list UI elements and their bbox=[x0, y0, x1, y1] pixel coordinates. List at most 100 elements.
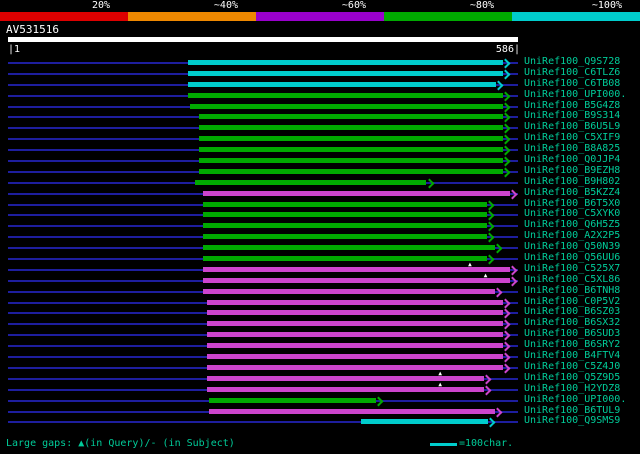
hit-bar[interactable] bbox=[203, 190, 511, 196]
hit-label[interactable]: UniRef100_Q56UU6 bbox=[524, 252, 621, 264]
hit-bar[interactable] bbox=[190, 103, 504, 109]
hit-bar[interactable] bbox=[206, 386, 484, 392]
hit-row: UniRef100_B6SX32 bbox=[0, 317, 640, 330]
scale-segment bbox=[128, 12, 256, 21]
hit-row: UniRef100_A2X2P5 bbox=[0, 230, 640, 243]
hit-row: UniRef100_UPI000. bbox=[0, 393, 640, 407]
footer: Large gaps: ▲(in Query)/- (in Subject) =… bbox=[0, 438, 640, 452]
hit-bar[interactable] bbox=[206, 354, 504, 360]
hit-row: UniRef100_B6SZ03 bbox=[0, 306, 640, 319]
scale-sample-line-icon bbox=[430, 442, 457, 446]
hit-bar[interactable] bbox=[198, 114, 504, 120]
hit-bar[interactable] bbox=[203, 288, 496, 294]
hit-label[interactable]: UniRef100_B6T5X0 bbox=[524, 197, 621, 209]
hit-label[interactable]: UniRef100_Q6H5Z5 bbox=[524, 219, 621, 231]
hit-row: UniRef100_B6TUL9 bbox=[0, 404, 640, 417]
hit-bar[interactable] bbox=[206, 310, 504, 316]
hit-label[interactable]: UniRef100_B6TNH8 bbox=[524, 284, 621, 296]
hit-row: UniRef100_B4FTV4 bbox=[0, 350, 640, 363]
hit-label[interactable]: UniRef100_A2X2P5 bbox=[524, 230, 621, 242]
hit-label[interactable]: UniRef100_B6SX32 bbox=[524, 317, 621, 329]
hit-bar[interactable] bbox=[203, 266, 511, 272]
gap-mark-icon: ▲ bbox=[468, 260, 472, 268]
hit-row: UniRef100_B5G4Z8 bbox=[0, 99, 640, 113]
hit-row: UniRef100_B6SUD3 bbox=[0, 328, 640, 341]
hit-bar[interactable] bbox=[203, 245, 496, 251]
hit-label[interactable]: UniRef100_UPI000. bbox=[524, 393, 627, 405]
hit-row: UniRef100_B9EZH8 bbox=[0, 164, 640, 178]
hit-row: UniRef100_B6TNH8 bbox=[0, 284, 640, 298]
hit-label[interactable]: UniRef100_Q5Z9D5 bbox=[524, 371, 621, 383]
hit-row: ▲ UniRef100_C5XL86 bbox=[0, 272, 640, 287]
hit-bar[interactable] bbox=[206, 364, 504, 370]
hit-label[interactable]: UniRef100_B6SZ03 bbox=[524, 306, 621, 318]
hit-label[interactable]: UniRef100_UPI000. bbox=[524, 88, 627, 100]
hit-row: UniRef100_C5XIF9 bbox=[0, 132, 640, 145]
hit-label[interactable]: UniRef100_B5G4Z8 bbox=[524, 99, 621, 111]
hit-label[interactable]: UniRef100_B5KZZ4 bbox=[524, 186, 621, 198]
hit-bar[interactable] bbox=[198, 147, 504, 153]
hit-label[interactable]: UniRef100_C5XYK0 bbox=[524, 208, 621, 220]
hit-bar[interactable] bbox=[198, 168, 504, 174]
hit-bar[interactable] bbox=[187, 60, 504, 65]
hit-label[interactable]: UniRef100_B6TUL9 bbox=[524, 404, 621, 416]
hit-label[interactable]: UniRef100_C525X7 bbox=[524, 262, 621, 274]
hit-bar[interactable] bbox=[208, 397, 376, 403]
hit-bar[interactable] bbox=[187, 92, 504, 98]
hit-label[interactable]: UniRef100_Q0JJP4 bbox=[524, 154, 621, 166]
hit-label[interactable]: UniRef100_C5XIF9 bbox=[524, 132, 621, 144]
hit-bar[interactable] bbox=[203, 277, 511, 283]
query-name: AV531516 bbox=[6, 23, 59, 36]
hit-label[interactable]: UniRef100_Q9S728 bbox=[524, 56, 621, 67]
hit-label[interactable]: UniRef100_H2YDZ8 bbox=[524, 382, 621, 394]
hit-row: UniRef100_Q56UU6 bbox=[0, 252, 640, 265]
hit-bar[interactable] bbox=[203, 234, 487, 240]
hit-row: UniRef100_Q6H5Z5 bbox=[0, 219, 640, 232]
hit-row: UniRef100_C5XYK0 bbox=[0, 208, 640, 221]
hit-bar[interactable] bbox=[187, 70, 504, 76]
hit-baseline bbox=[8, 421, 518, 424]
hit-bar[interactable] bbox=[206, 375, 484, 381]
hit-bar[interactable] bbox=[206, 321, 504, 327]
query-bar bbox=[8, 37, 518, 42]
hit-row: UniRef100_C6TLZ6 bbox=[0, 66, 640, 80]
hit-label[interactable]: UniRef100_C6TLZ6 bbox=[524, 66, 621, 78]
hit-bar[interactable] bbox=[198, 136, 504, 142]
hit-bar[interactable] bbox=[206, 343, 504, 349]
hit-label[interactable]: UniRef100_B6SRY2 bbox=[524, 339, 621, 351]
hit-label[interactable]: UniRef100_B9EZH8 bbox=[524, 164, 621, 176]
hit-row: UniRef100_B6U5L9 bbox=[0, 121, 640, 134]
hit-label[interactable]: UniRef100_B8A825 bbox=[524, 143, 621, 155]
hit-row: UniRef100_B8A825 bbox=[0, 143, 640, 156]
hit-bar[interactable] bbox=[361, 419, 489, 425]
hit-label[interactable]: UniRef100_C5Z4J0 bbox=[524, 360, 621, 372]
hit-bar[interactable] bbox=[203, 256, 487, 262]
hit-bar[interactable] bbox=[187, 81, 497, 87]
hit-row: UniRef100_C6TB08 bbox=[0, 77, 640, 91]
hit-bar[interactable] bbox=[203, 223, 487, 229]
hit-label[interactable]: UniRef100_Q50N39 bbox=[524, 241, 621, 253]
hit-bar[interactable] bbox=[198, 158, 504, 164]
ruler-start-label: |1 bbox=[8, 44, 21, 55]
hit-arrowhead-icon bbox=[485, 417, 496, 428]
hit-label[interactable]: UniRef100_Q9SMS9 bbox=[524, 415, 621, 427]
hit-label[interactable]: UniRef100_C5XL86 bbox=[524, 273, 621, 285]
hit-bar[interactable] bbox=[198, 125, 504, 131]
hit-bar[interactable] bbox=[206, 332, 504, 338]
hit-bar[interactable] bbox=[203, 201, 487, 207]
hit-bar[interactable] bbox=[203, 212, 487, 218]
identity-scale-bar bbox=[0, 12, 640, 21]
hit-label[interactable]: UniRef100_B9H802 bbox=[524, 175, 621, 187]
hit-row: UniRef100_B9H802 bbox=[0, 175, 640, 189]
hit-label[interactable]: UniRef100_B6SUD3 bbox=[524, 328, 621, 340]
hit-label[interactable]: UniRef100_B6U5L9 bbox=[524, 121, 621, 133]
identity-scale-labels: 20% ~40% ~60% ~80% ~100% bbox=[0, 1, 640, 11]
hit-bar[interactable] bbox=[195, 179, 427, 185]
hit-label[interactable]: UniRef100_C6TB08 bbox=[524, 77, 621, 89]
hit-label[interactable]: UniRef100_B9S314 bbox=[524, 110, 621, 122]
hit-label[interactable]: UniRef100_B4FTV4 bbox=[524, 350, 621, 362]
hit-label[interactable]: UniRef100_C0P5V2 bbox=[524, 295, 621, 307]
scale-label: ~100% bbox=[591, 0, 622, 11]
hit-bar[interactable] bbox=[208, 408, 496, 414]
hit-bar[interactable] bbox=[206, 299, 504, 305]
